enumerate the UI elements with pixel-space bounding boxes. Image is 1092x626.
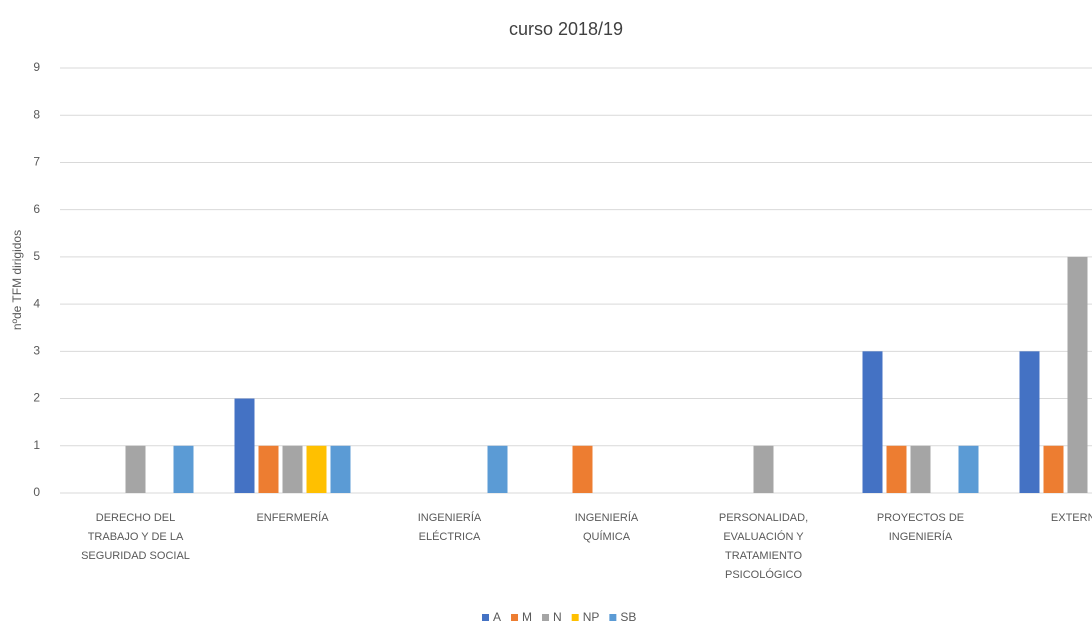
x-tick-label: EVALUACIÓN Y — [723, 530, 804, 543]
bar — [234, 398, 255, 493]
x-tick-label: PERSONALIDAD, — [719, 512, 808, 524]
bar — [282, 445, 303, 493]
chart-title: curso 2018/19 — [509, 19, 623, 39]
x-tick-label: EXTERNO — [1051, 512, 1092, 524]
x-tick-label: PROYECTOS DE — [877, 512, 964, 524]
bar — [306, 445, 327, 493]
legend-swatch — [542, 614, 550, 621]
bar — [125, 445, 146, 493]
bar — [173, 445, 194, 493]
bar — [258, 445, 279, 493]
x-tick-label: TRABAJO Y DE LA — [88, 531, 184, 543]
bar — [1067, 256, 1088, 493]
x-tick-label: INGENIERÍA — [418, 511, 482, 524]
bar — [862, 351, 883, 493]
x-tick-label: SEGURIDAD SOCIAL — [81, 550, 190, 562]
legend-label: M — [522, 610, 532, 624]
y-tick-label: 4 — [33, 296, 40, 310]
x-tick-label: DERECHO DEL — [96, 512, 175, 524]
y-tick-label: 8 — [33, 107, 40, 121]
x-tick-label: QUÍMICA — [583, 530, 631, 543]
bar — [910, 445, 931, 493]
legend-swatch — [571, 614, 579, 621]
bar — [886, 445, 907, 493]
bar — [330, 445, 351, 493]
bar — [487, 445, 508, 493]
bar — [958, 445, 979, 493]
y-tick-label: 2 — [33, 391, 40, 405]
x-tick-label: ELÉCTRICA — [419, 530, 481, 543]
x-tick-label: ENFERMERÍA — [256, 511, 329, 524]
x-tick-label: INGENIERÍA — [575, 511, 639, 524]
legend-label: A — [493, 610, 501, 624]
bar — [572, 445, 593, 493]
x-tick-label: PSICOLÓGICO — [725, 568, 802, 581]
y-tick-label: 6 — [33, 202, 40, 216]
y-tick-label: 0 — [33, 485, 40, 499]
bar — [1043, 445, 1064, 493]
legend-swatch — [609, 614, 617, 621]
x-tick-label: INGENIERÍA — [889, 530, 953, 543]
bar — [1019, 351, 1040, 493]
legend-label: SB — [620, 610, 636, 624]
y-tick-label: 7 — [33, 155, 40, 169]
bar — [753, 445, 774, 493]
y-axis-label: nºde TFM dirigidos — [10, 230, 24, 330]
legend-swatch — [482, 614, 489, 621]
y-tick-label: 9 — [33, 60, 40, 74]
x-tick-label: TRATAMIENTO — [725, 550, 802, 562]
legend-swatch — [511, 614, 519, 621]
y-tick-label: 1 — [33, 438, 40, 452]
legend-label: N — [553, 610, 562, 624]
y-tick-label: 3 — [33, 344, 40, 358]
y-tick-label: 5 — [33, 249, 40, 263]
legend-label: NP — [583, 610, 600, 624]
